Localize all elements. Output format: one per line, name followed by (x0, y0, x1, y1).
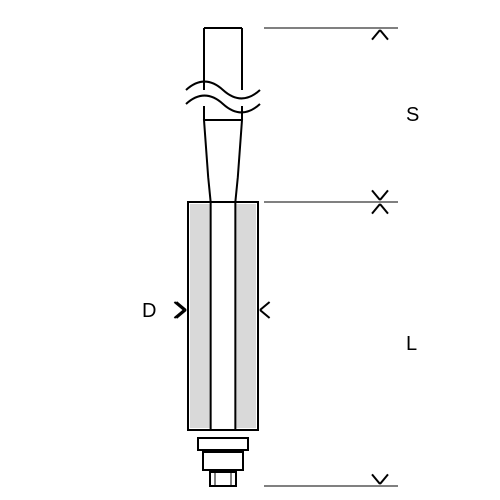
dim-label-l: L (406, 333, 417, 355)
dim-label-s: S (406, 104, 419, 126)
dim-label-d: D (142, 300, 156, 322)
